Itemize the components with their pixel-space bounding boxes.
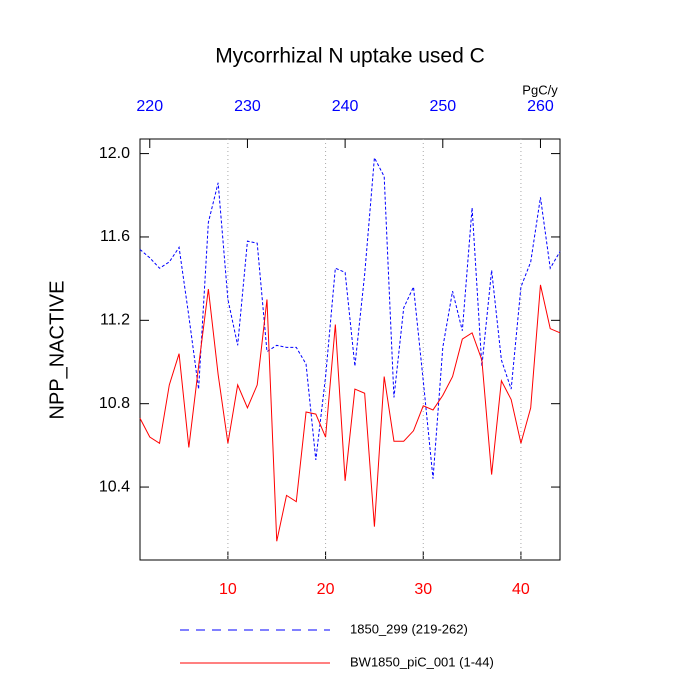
y-tick-label: 11.2	[100, 312, 130, 329]
x-tick-label: 30	[414, 581, 432, 598]
series-line	[139, 155, 561, 479]
chart-title: Mycorrhizal N uptake used C	[215, 45, 485, 68]
x2-tick-label: 250	[429, 98, 456, 115]
y-tick-label: 10.4	[99, 478, 130, 495]
y-tick-label: 10.8	[99, 395, 130, 412]
x2-axis-label: PgC/y	[522, 82, 558, 97]
y-tick-label: 11.6	[100, 228, 130, 245]
plot-frame	[139, 138, 561, 561]
x2-tick-label: 260	[527, 98, 554, 115]
x2-tick-label: 240	[332, 98, 359, 115]
legend-label: BW1850_piC_001 (1-44)	[350, 654, 494, 669]
x-tick-label: 40	[512, 581, 530, 598]
y-axis-label: NPP_NACTIVE	[46, 281, 68, 420]
y-tick-label: 12.0	[99, 145, 130, 162]
x-tick-label: 20	[317, 581, 335, 598]
x2-tick-label: 220	[136, 98, 163, 115]
x2-tick-label: 230	[234, 98, 261, 115]
x-tick-label: 10	[219, 581, 237, 598]
legend-label: 1850_299 (219-262)	[350, 621, 468, 636]
series-line	[139, 284, 561, 542]
